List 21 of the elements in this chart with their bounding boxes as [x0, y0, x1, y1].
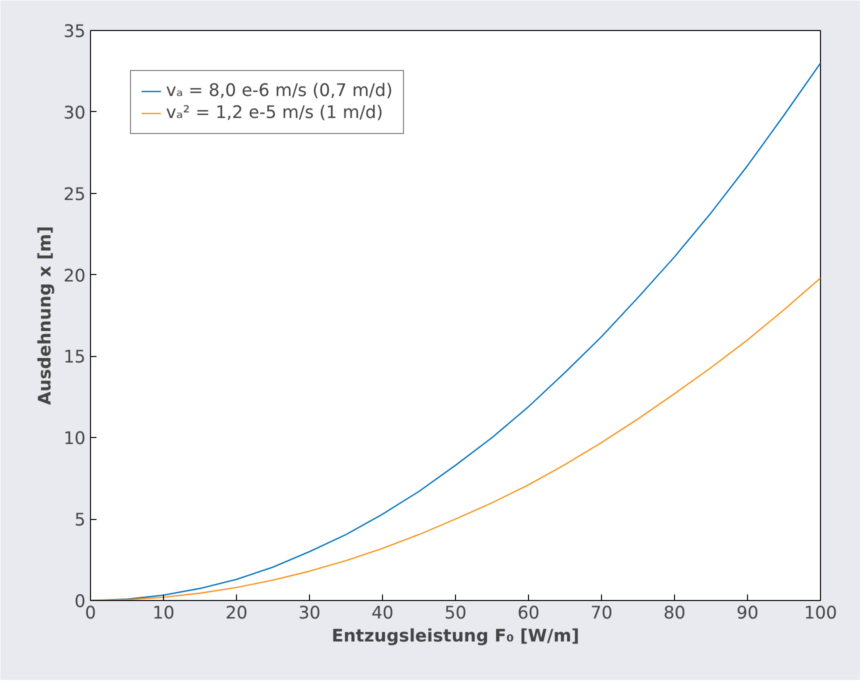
x-tick-label: 40 [371, 604, 394, 624]
x-tick-label: 90 [736, 604, 759, 624]
x-tick-label: 10 [152, 604, 175, 624]
x-tick-label: 100 [804, 604, 838, 624]
x-tick-label: 60 [517, 604, 540, 624]
x-tick-label: 20 [225, 604, 248, 624]
y-axis-title: Ausdehnung x [m] [35, 226, 56, 406]
y-tick-label: 5 [74, 510, 86, 531]
y-tick-label: 30 [63, 103, 86, 124]
y-tick-label: 20 [63, 266, 86, 286]
x-tick-label: 70 [590, 604, 613, 624]
x-tick-label: 80 [663, 604, 686, 624]
x-axis-title: Entzugsleistung F₀ [W/m] [332, 626, 580, 646]
x-tick-label: 30 [298, 604, 321, 624]
y-tick-label: 15 [63, 348, 86, 368]
legend-label: vₐ = 8,0 e-6 m/s (0,7 m/d) [166, 81, 393, 101]
y-tick-label: 10 [63, 429, 86, 450]
legend-label: vₐ² = 1,2 e-5 m/s (1 m/d) [166, 103, 384, 123]
y-tick-label: 35 [63, 22, 86, 42]
x-tick-label: 50 [444, 604, 467, 624]
y-tick-label: 25 [63, 184, 86, 205]
